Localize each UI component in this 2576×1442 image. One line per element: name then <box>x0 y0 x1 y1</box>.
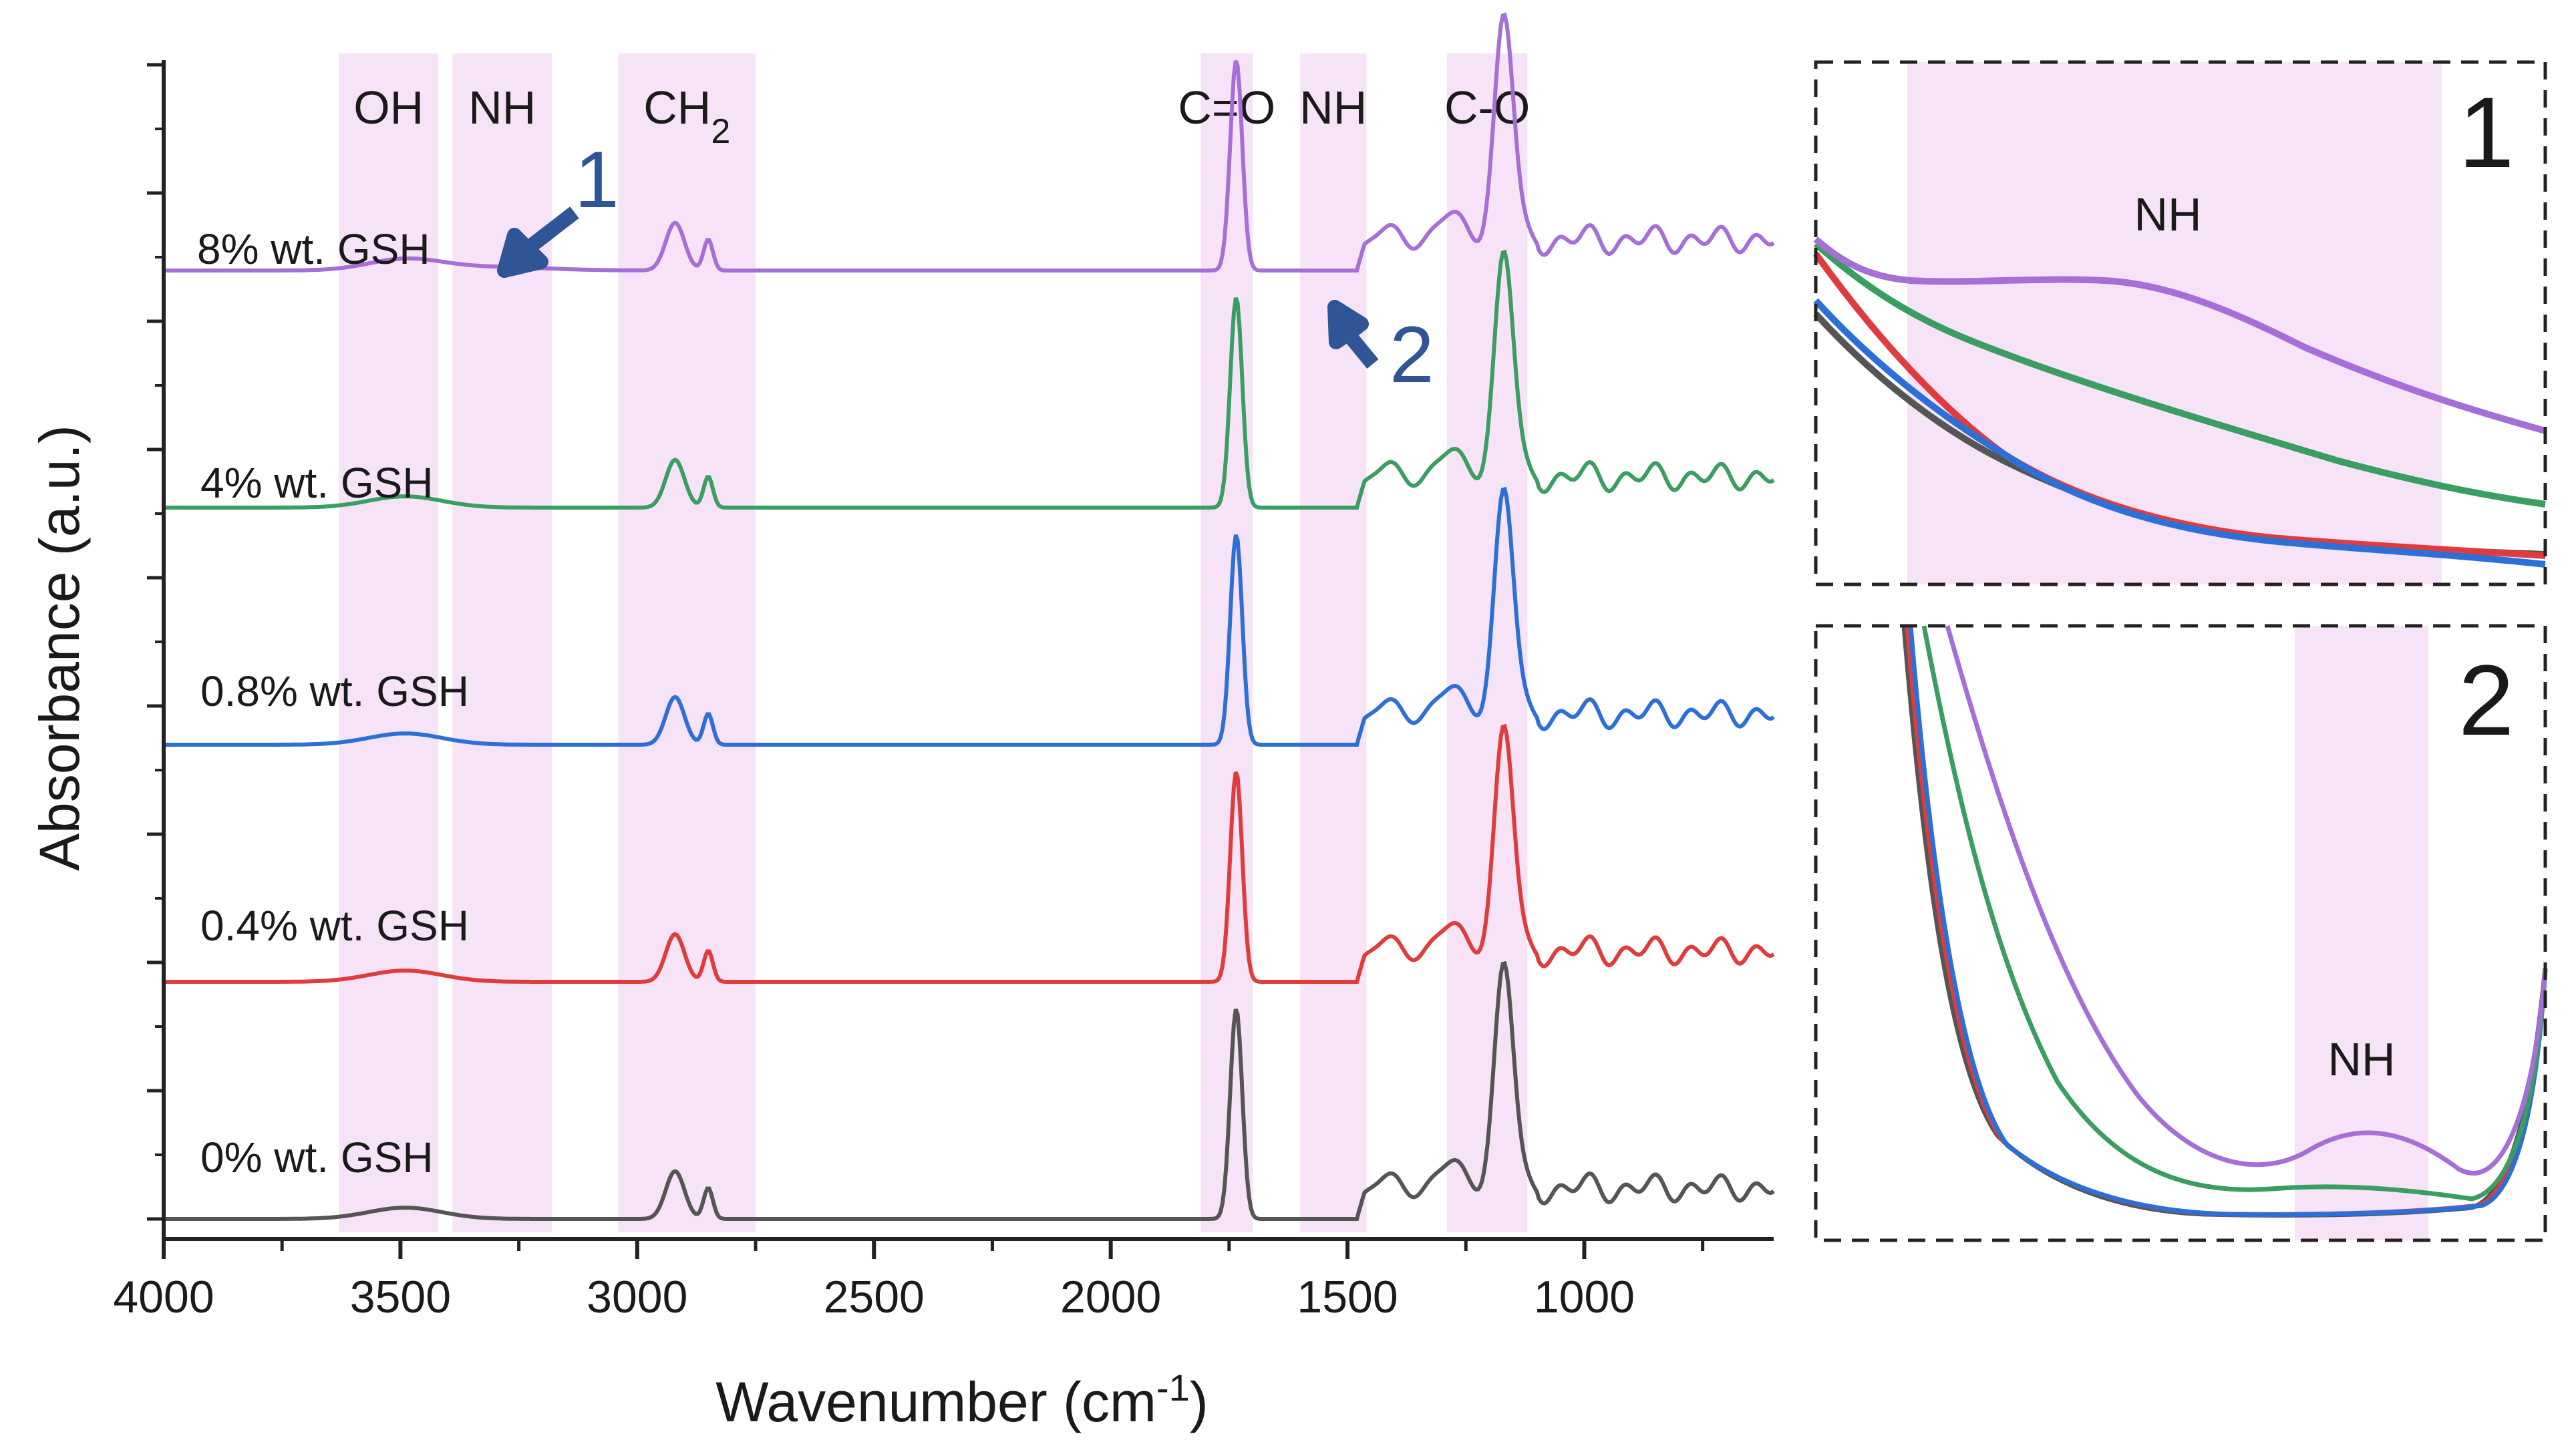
marker-1-arrow <box>497 206 579 278</box>
series-line-4 <box>164 960 1775 1221</box>
inset-1-curve-purple <box>1813 236 2547 434</box>
inset-2: NH 2 <box>1814 624 2548 1242</box>
x-tick-label-1000: 1000 <box>1534 1272 1635 1322</box>
inset-1-curve-green <box>1813 241 2546 508</box>
spectra-group <box>164 12 1775 1221</box>
marker-2-arrow <box>1327 300 1379 369</box>
x-tick-label-3000: 3000 <box>587 1272 687 1322</box>
inset-1-band <box>1907 62 2442 584</box>
series-line-3 <box>164 723 1775 984</box>
y-tick-group <box>147 63 164 1221</box>
marker-1-label: 1 <box>575 135 619 224</box>
inset-2-curve-green <box>1921 625 2548 1202</box>
band-4 <box>1300 53 1367 1232</box>
inset-1: NH 1 <box>1812 60 2547 586</box>
series-line-0 <box>164 12 1775 273</box>
x-tick-group: 4000 3500 3000 2500 2000 1500 1000 <box>113 1239 1705 1322</box>
marker-2: 2 <box>1327 300 1434 399</box>
series-label-0-4: 0.4% wt. GSH <box>200 902 469 950</box>
series-label-0: 0% wt. GSH <box>200 1133 434 1182</box>
band-label-sub-2: 2 <box>711 112 730 151</box>
x-axis-title: Wavenumber (cm-1) <box>715 1367 1208 1434</box>
x-axis-title-sup: -1 <box>1156 1367 1190 1409</box>
x-axis-title-close: ) <box>1190 1371 1209 1433</box>
inset-2-curve-blue <box>1908 625 2548 1217</box>
inset-2-curve-gray <box>1901 625 2548 1218</box>
series-line-2 <box>164 486 1775 747</box>
x-axis-title-main: Wavenumber (cm <box>715 1371 1156 1433</box>
inset-2-curve-purple <box>1945 625 2548 1176</box>
x-tick-label-2500: 2500 <box>824 1272 925 1322</box>
inset-2-band-label: NH <box>2327 1033 2395 1085</box>
series-label-0-8: 0.8% wt. GSH <box>200 667 469 715</box>
series-label-4: 4% wt. GSH <box>200 459 434 507</box>
marker-1: 1 <box>497 135 619 278</box>
inset-2-number: 2 <box>2458 644 2514 756</box>
band-label-3: C=O <box>1178 81 1275 134</box>
band-label-0: OH <box>353 81 424 134</box>
band-0 <box>339 53 439 1232</box>
band-1 <box>452 53 552 1232</box>
series-line-1 <box>164 249 1775 510</box>
x-tick-label-2000: 2000 <box>1060 1272 1161 1322</box>
inset-1-curve-blue <box>1813 298 2546 568</box>
y-axis-title: Absorbance (a.u.) <box>28 425 91 871</box>
band-2 <box>618 53 756 1232</box>
x-tick-label-4000: 4000 <box>113 1272 214 1322</box>
x-tick-label-3500: 3500 <box>350 1272 451 1322</box>
inset-1-frame <box>1814 60 2547 586</box>
inset-2-curve-red <box>1905 625 2548 1217</box>
series-label-8: 8% wt. GSH <box>197 225 430 273</box>
band-label-4: NH <box>1299 81 1367 134</box>
inset-1-number: 1 <box>2458 76 2514 188</box>
inset-2-frame <box>1814 624 2547 1242</box>
band-label-1: NH <box>468 81 536 134</box>
x-tick-label-1500: 1500 <box>1297 1272 1398 1322</box>
inset-1-band-label: NH <box>2134 188 2201 240</box>
marker-2-label: 2 <box>1390 310 1434 399</box>
